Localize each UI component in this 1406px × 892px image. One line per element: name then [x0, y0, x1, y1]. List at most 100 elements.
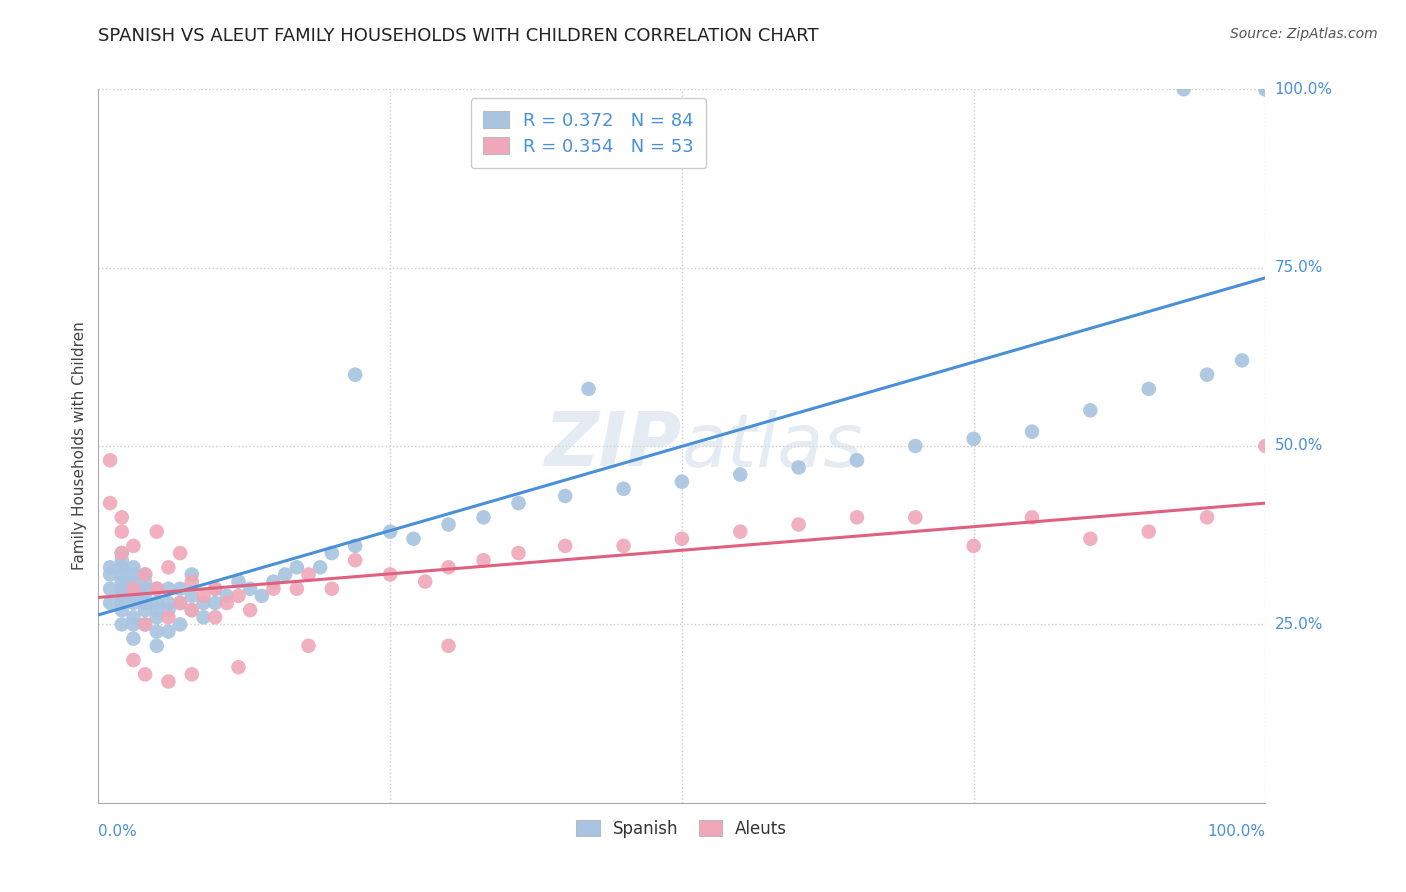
Point: [262, 574, 284, 589]
Point: [157, 582, 180, 596]
Point: [122, 617, 145, 632]
Point: [904, 510, 927, 524]
Point: [146, 610, 169, 624]
Point: [111, 582, 134, 596]
Point: [402, 532, 425, 546]
Point: [1254, 82, 1277, 96]
Point: [1021, 425, 1043, 439]
Point: [134, 617, 156, 632]
Point: [180, 589, 202, 603]
Point: [1080, 403, 1102, 417]
Point: [437, 639, 460, 653]
Point: [508, 546, 530, 560]
Point: [787, 460, 810, 475]
Point: [193, 589, 215, 603]
Point: [904, 439, 927, 453]
Text: 100.0%: 100.0%: [1208, 824, 1265, 839]
Point: [111, 589, 134, 603]
Point: [111, 560, 134, 574]
Point: [146, 582, 169, 596]
Point: [169, 546, 191, 560]
Point: [344, 368, 367, 382]
Point: [180, 574, 202, 589]
Point: [122, 539, 145, 553]
Point: [262, 582, 284, 596]
Point: [122, 582, 145, 596]
Text: SPANISH VS ALEUT FAMILY HOUSEHOLDS WITH CHILDREN CORRELATION CHART: SPANISH VS ALEUT FAMILY HOUSEHOLDS WITH …: [98, 27, 820, 45]
Point: [321, 546, 343, 560]
Point: [239, 603, 262, 617]
Point: [472, 553, 495, 567]
Text: ZIP: ZIP: [544, 409, 682, 483]
Point: [671, 475, 693, 489]
Legend: Spanish, Aleuts: Spanish, Aleuts: [569, 814, 794, 845]
Point: [437, 560, 460, 574]
Point: [122, 574, 145, 589]
Point: [122, 589, 145, 603]
Point: [169, 582, 191, 596]
Point: [554, 489, 576, 503]
Point: [134, 617, 156, 632]
Point: [169, 617, 191, 632]
Point: [215, 589, 238, 603]
Point: [228, 574, 250, 589]
Point: [157, 674, 180, 689]
Point: [380, 524, 402, 539]
Point: [671, 532, 693, 546]
Text: 50.0%: 50.0%: [1275, 439, 1323, 453]
Point: [111, 546, 134, 560]
Point: [228, 589, 250, 603]
Point: [344, 539, 367, 553]
Point: [122, 596, 145, 610]
Point: [730, 524, 752, 539]
Point: [1254, 82, 1277, 96]
Point: [846, 510, 869, 524]
Point: [146, 524, 169, 539]
Point: [111, 596, 134, 610]
Point: [1137, 524, 1160, 539]
Point: [146, 596, 169, 610]
Point: [134, 589, 156, 603]
Point: [380, 567, 402, 582]
Point: [122, 567, 145, 582]
Point: [204, 582, 226, 596]
Point: [215, 596, 238, 610]
Point: [297, 567, 319, 582]
Point: [321, 582, 343, 596]
Point: [730, 467, 752, 482]
Point: [111, 574, 134, 589]
Point: [962, 432, 984, 446]
Point: [472, 510, 495, 524]
Point: [1195, 368, 1218, 382]
Point: [122, 632, 145, 646]
Point: [309, 560, 332, 574]
Point: [846, 453, 869, 467]
Point: [787, 517, 810, 532]
Point: [1080, 532, 1102, 546]
Point: [134, 596, 156, 610]
Point: [134, 567, 156, 582]
Point: [437, 517, 460, 532]
Point: [111, 617, 134, 632]
Point: [111, 546, 134, 560]
Point: [134, 574, 156, 589]
Point: [98, 582, 121, 596]
Point: [204, 610, 226, 624]
Y-axis label: Family Households with Children: Family Households with Children: [72, 322, 87, 570]
Point: [193, 596, 215, 610]
Point: [962, 539, 984, 553]
Text: atlas: atlas: [682, 410, 863, 482]
Text: Source: ZipAtlas.com: Source: ZipAtlas.com: [1230, 27, 1378, 41]
Point: [250, 589, 273, 603]
Point: [98, 560, 121, 574]
Point: [134, 567, 156, 582]
Point: [122, 653, 145, 667]
Point: [285, 582, 308, 596]
Point: [157, 596, 180, 610]
Point: [285, 560, 308, 574]
Point: [180, 603, 202, 617]
Point: [1254, 439, 1277, 453]
Point: [508, 496, 530, 510]
Point: [98, 496, 121, 510]
Point: [122, 610, 145, 624]
